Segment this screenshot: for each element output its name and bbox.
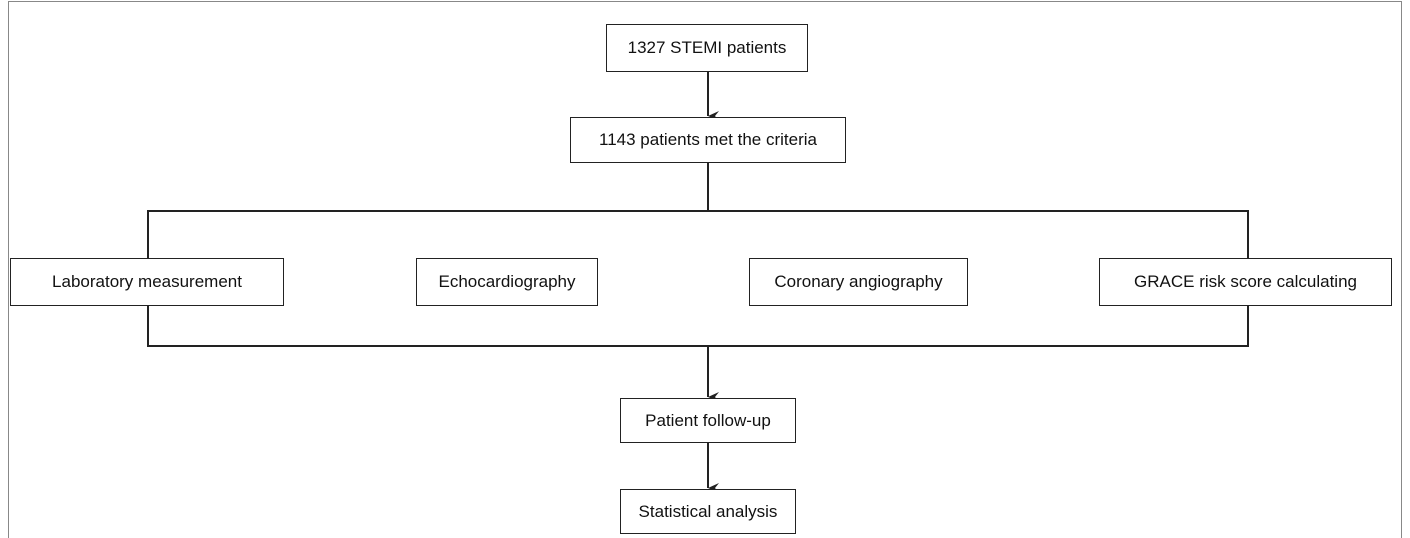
node: Statistical analysis — [620, 489, 796, 534]
merge-bracket — [147, 306, 1249, 347]
split-bracket — [147, 163, 1249, 258]
node: Patient follow-up — [620, 398, 796, 443]
node: Echocardiography — [416, 258, 598, 306]
node: GRACE risk score calculating — [1099, 258, 1392, 306]
node: Coronary angiography — [749, 258, 968, 306]
node: Laboratory measurement — [10, 258, 284, 306]
node: 1143 patients met the criteria — [570, 117, 846, 163]
node: 1327 STEMI patients — [606, 24, 808, 72]
frame — [8, 1, 1402, 538]
